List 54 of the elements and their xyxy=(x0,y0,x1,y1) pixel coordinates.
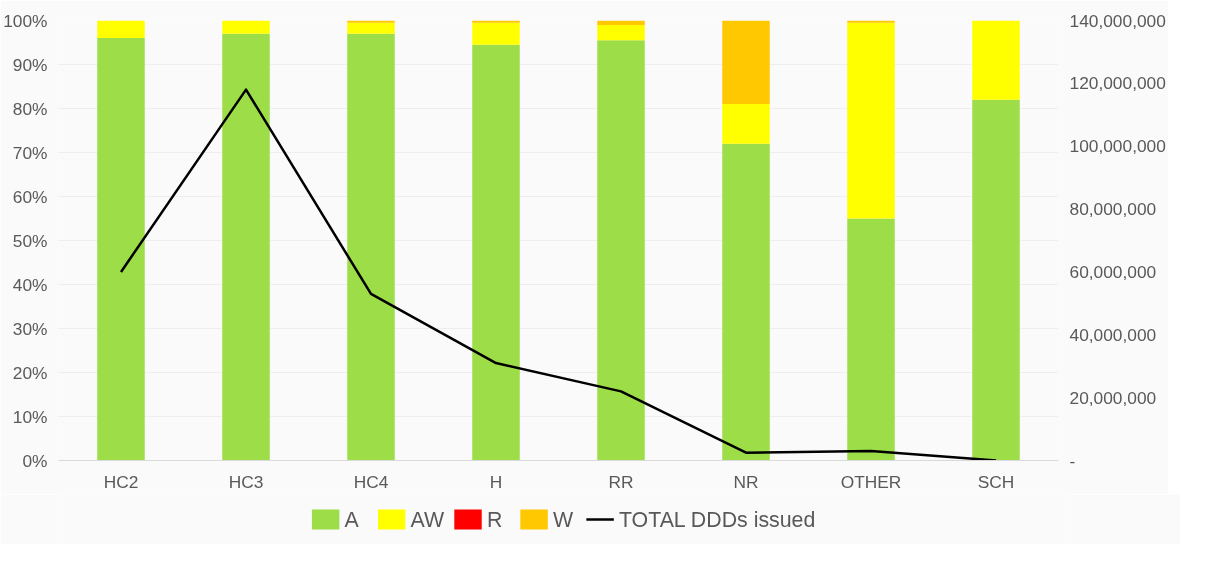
bar xyxy=(722,143,770,461)
bar xyxy=(97,38,145,461)
y-tick-label: 40% xyxy=(12,274,48,295)
bar xyxy=(472,44,520,461)
x-tick-label: HC3 xyxy=(228,471,264,492)
bar xyxy=(347,33,395,461)
line-series xyxy=(119,88,998,461)
bar xyxy=(222,20,270,34)
x-tick-label: HC4 xyxy=(353,471,389,492)
y2-tick-label: - xyxy=(1069,450,1076,471)
bar xyxy=(972,99,1020,461)
bar xyxy=(472,22,520,45)
bar xyxy=(347,20,395,23)
bar xyxy=(847,218,895,461)
bar xyxy=(222,33,270,461)
y-tick-label: 10% xyxy=(12,406,48,427)
y2-tick-label: 20,000,000 xyxy=(1069,387,1157,408)
x-tick-label: H xyxy=(489,471,503,492)
y-tick-label: 50% xyxy=(12,230,48,251)
bar xyxy=(472,20,520,23)
y-tick-label: 30% xyxy=(12,318,48,339)
x-tick-label: OTHER xyxy=(840,471,902,492)
y-tick-label: 70% xyxy=(12,142,48,163)
bar xyxy=(597,20,645,25)
y2-tick-label: 40,000,000 xyxy=(1069,324,1157,345)
bar xyxy=(97,20,145,39)
x-tick-label: RR xyxy=(608,471,634,492)
bar xyxy=(597,24,645,41)
y-tick-label: 100% xyxy=(3,10,48,31)
y2-tick-label: 120,000,000 xyxy=(1069,73,1166,94)
bar xyxy=(722,20,770,105)
bar xyxy=(722,104,770,144)
y-tick-label: 20% xyxy=(12,362,48,383)
bar xyxy=(347,22,395,34)
y-tick-label: 80% xyxy=(12,98,48,119)
y2-tick-label: 140,000,000 xyxy=(1069,10,1166,31)
bar xyxy=(847,22,895,219)
y-tick-label: 60% xyxy=(12,186,48,207)
y-tick-label: 90% xyxy=(12,54,48,75)
bar xyxy=(972,20,1020,100)
y2-tick-label: 60,000,000 xyxy=(1069,261,1157,282)
y2-tick-label: 100,000,000 xyxy=(1069,136,1166,157)
legend-label: R xyxy=(486,507,503,532)
y-tick-label: 0% xyxy=(22,450,48,471)
legend-label: AW xyxy=(410,507,445,532)
x-tick-label: SCH xyxy=(977,471,1015,492)
bar xyxy=(847,20,895,23)
bar xyxy=(597,40,645,461)
legend-label: A xyxy=(344,507,360,532)
legend-label: TOTAL DDDs issued xyxy=(618,507,816,532)
x-tick-label: HC2 xyxy=(103,471,139,492)
y2-tick-label: 80,000,000 xyxy=(1069,199,1157,220)
legend-label: W xyxy=(552,507,574,532)
x-tick-label: NR xyxy=(733,471,759,492)
